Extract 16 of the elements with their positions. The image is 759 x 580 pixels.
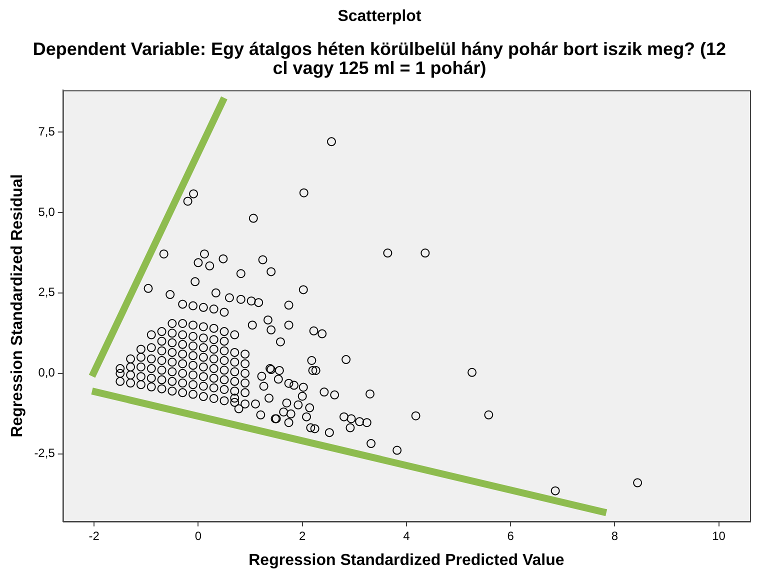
chart-title: Scatterplot	[336, 8, 422, 26]
y-tick-label: -2,5	[34, 446, 56, 460]
y-tick-label: 0,0	[38, 366, 56, 380]
y-axis-title: Regression Standardized Residual	[9, 174, 26, 438]
x-tick-label: 2	[298, 528, 306, 543]
y-tick-label: 7,5	[38, 124, 56, 138]
x-tick-label: 0	[194, 528, 202, 543]
x-axis-title: Regression Standardized Predicted Value	[248, 552, 564, 569]
chart-subtitle: Dependent Variable: Egy átalgos héten körülbelül hány pohár bort iszik meg? (12 cl vagy 125 ml = 1 pohár)	[32, 39, 727, 78]
x-tick-label: 4	[403, 528, 410, 543]
y-tick-label: 5,0	[38, 204, 56, 219]
x-tick-label: 10	[712, 528, 726, 543]
x-tick-label: 6	[507, 528, 514, 543]
x-tick-label: -2	[88, 528, 100, 543]
y-tick-label: 2,5	[38, 285, 56, 300]
x-tick-label: 8	[611, 528, 618, 543]
